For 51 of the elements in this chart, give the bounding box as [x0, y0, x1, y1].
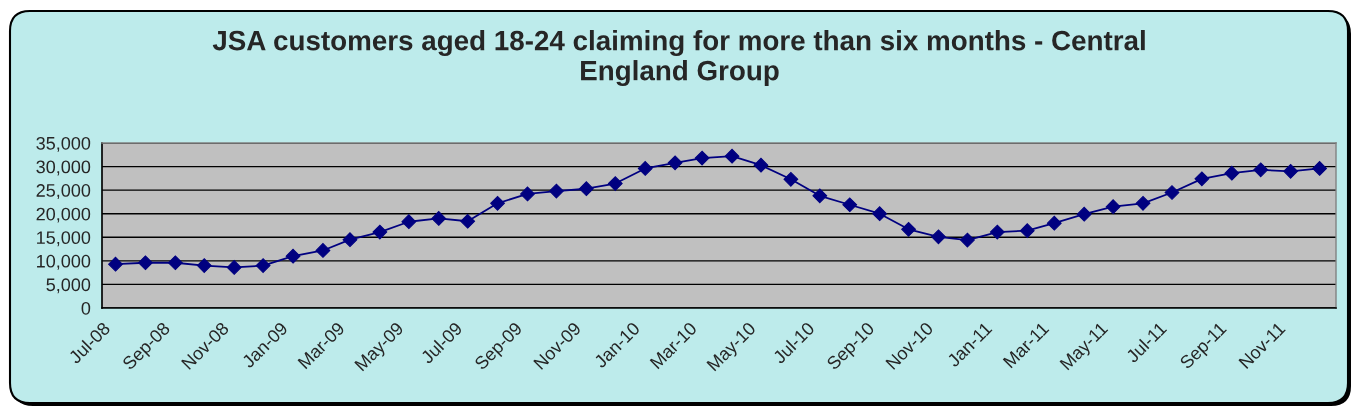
point [989, 224, 1005, 240]
point [1019, 223, 1035, 239]
point [694, 150, 710, 166]
point [342, 232, 358, 248]
point [372, 224, 388, 240]
point [226, 260, 242, 275]
point [960, 232, 975, 248]
point [667, 155, 683, 171]
point [812, 188, 828, 204]
point [255, 258, 271, 273]
y-tick-label: 10,000 [37, 254, 91, 270]
point [783, 171, 799, 187]
point [460, 213, 476, 229]
y-tick-label: 20,000 [36, 207, 91, 223]
point [1076, 206, 1092, 222]
point [401, 214, 417, 230]
point [872, 206, 888, 222]
y-tick-label: 0 [81, 301, 91, 315]
point [1224, 165, 1240, 181]
point [842, 197, 858, 213]
point [1312, 161, 1327, 176]
point [1105, 199, 1121, 215]
point [108, 256, 123, 272]
y-tick-label: 25,000 [36, 184, 91, 199]
point [931, 229, 946, 245]
point [578, 181, 594, 197]
point [1283, 163, 1299, 179]
point [1164, 185, 1180, 200]
y-tick-label: 5,000 [46, 278, 91, 294]
y-tick-label: 30,000 [36, 160, 91, 176]
point [138, 255, 153, 271]
point [637, 161, 653, 176]
point [901, 221, 916, 237]
point [1135, 195, 1151, 211]
chart-title: JSA customers aged 18-24 claiming for more than six months - Central England Group [212, 30, 1145, 87]
point [520, 186, 535, 202]
point [167, 255, 183, 271]
point [1253, 162, 1269, 178]
point [285, 248, 301, 264]
point [724, 148, 740, 164]
point [607, 176, 623, 191]
point [490, 195, 505, 211]
point [1046, 215, 1062, 231]
point [431, 211, 447, 226]
point [1194, 171, 1210, 187]
point [196, 258, 212, 273]
point [753, 157, 769, 173]
point [549, 183, 564, 199]
y-tick-label: 15,000 [37, 231, 91, 247]
point [315, 243, 331, 258]
y-tick-label: 35,000 [36, 136, 91, 152]
